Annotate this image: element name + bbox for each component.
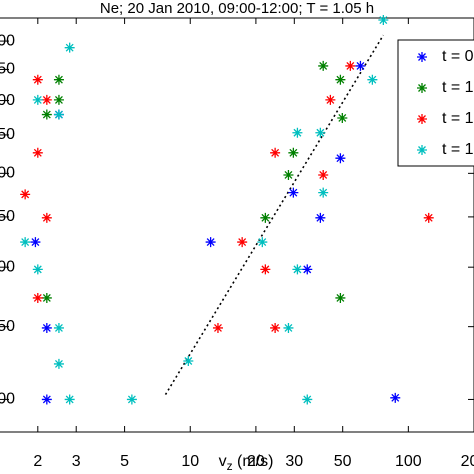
x-tick-label: 100: [395, 453, 422, 470]
data-point: [53, 109, 64, 120]
legend-label: t = 1: [442, 141, 474, 158]
data-point: [367, 74, 378, 85]
y-tick-label: 550: [0, 61, 15, 78]
y-tick-label: 450: [0, 126, 15, 143]
data-point: [32, 292, 43, 303]
data-point: [318, 60, 329, 71]
data-point: [337, 112, 348, 123]
data-point: [20, 189, 31, 200]
legend-marker: [417, 145, 427, 155]
data-point: [335, 292, 346, 303]
data-point: [205, 237, 216, 248]
data-point: [126, 394, 137, 405]
x-tick-label: 10: [181, 453, 199, 470]
legend-marker: [417, 83, 427, 93]
data-point: [41, 94, 52, 105]
data-point: [390, 392, 401, 403]
y-tick-label: 350: [0, 208, 15, 225]
legend-label: t = 1: [442, 79, 474, 96]
x-tick-label: 3: [72, 453, 81, 470]
data-point: [292, 264, 303, 275]
data-point: [237, 237, 248, 248]
y-tick-label: 600: [0, 32, 15, 49]
data-point: [302, 394, 313, 405]
data-point: [41, 292, 52, 303]
data-point: [270, 322, 281, 333]
data-point: [53, 322, 64, 333]
y-tick-label: 250: [0, 318, 15, 335]
data-point: [30, 237, 41, 248]
plot-frame: [0, 17, 474, 433]
data-point: [283, 322, 294, 333]
y-tick-label: 200: [0, 391, 15, 408]
data-point: [318, 169, 329, 180]
data-point: [32, 94, 43, 105]
data-point: [283, 169, 294, 180]
data-point: [378, 15, 389, 26]
data-point: [335, 153, 346, 164]
data-point: [64, 42, 75, 53]
legend-label: t = 1: [442, 110, 474, 127]
data-point: [53, 94, 64, 105]
legend-marker: [417, 114, 427, 124]
data-point: [183, 356, 194, 367]
data-point: [32, 74, 43, 85]
y-tick-label: 300: [0, 258, 15, 275]
data-point: [315, 127, 326, 138]
data-point: [315, 212, 326, 223]
legend-box: [397, 39, 474, 167]
data-point: [20, 237, 31, 248]
data-point: [212, 322, 223, 333]
y-tick-label: 500: [0, 92, 15, 109]
chart-title: Ne; 20 Jan 2010, 09:00-12:00; T = 1.05 h: [100, 0, 374, 17]
x-tick-label: 50: [334, 453, 352, 470]
data-point: [41, 109, 52, 120]
data-point: [288, 187, 299, 198]
data-point: [345, 60, 356, 71]
data-point: [64, 394, 75, 405]
x-tick-label: 2: [33, 453, 42, 470]
data-point: [325, 94, 336, 105]
x-tick-label: 200: [461, 453, 474, 470]
data-point: [302, 264, 313, 275]
data-point: [292, 127, 303, 138]
y-tick-label: 400: [0, 165, 15, 182]
fit-line: [164, 34, 384, 396]
x-tick-label: 30: [285, 453, 303, 470]
data-point: [41, 394, 52, 405]
x-axis-label: vz (m/s): [219, 453, 274, 473]
data-point: [53, 74, 64, 85]
data-point: [270, 147, 281, 158]
legend-marker: [417, 52, 427, 62]
data-point: [260, 264, 271, 275]
data-point: [32, 264, 43, 275]
data-point: [423, 212, 434, 223]
data-point: [288, 147, 299, 158]
data-point: [32, 147, 43, 158]
data-point: [318, 187, 329, 198]
x-tick-label: 5: [120, 453, 129, 470]
x-tick-label: 20: [247, 453, 265, 470]
data-point: [41, 322, 52, 333]
data-point: [355, 60, 366, 71]
data-point: [41, 212, 52, 223]
data-point: [53, 358, 64, 369]
data-point: [257, 237, 268, 248]
data-point: [335, 74, 346, 85]
data-point: [260, 212, 271, 223]
legend-label: t = 0: [442, 48, 474, 65]
